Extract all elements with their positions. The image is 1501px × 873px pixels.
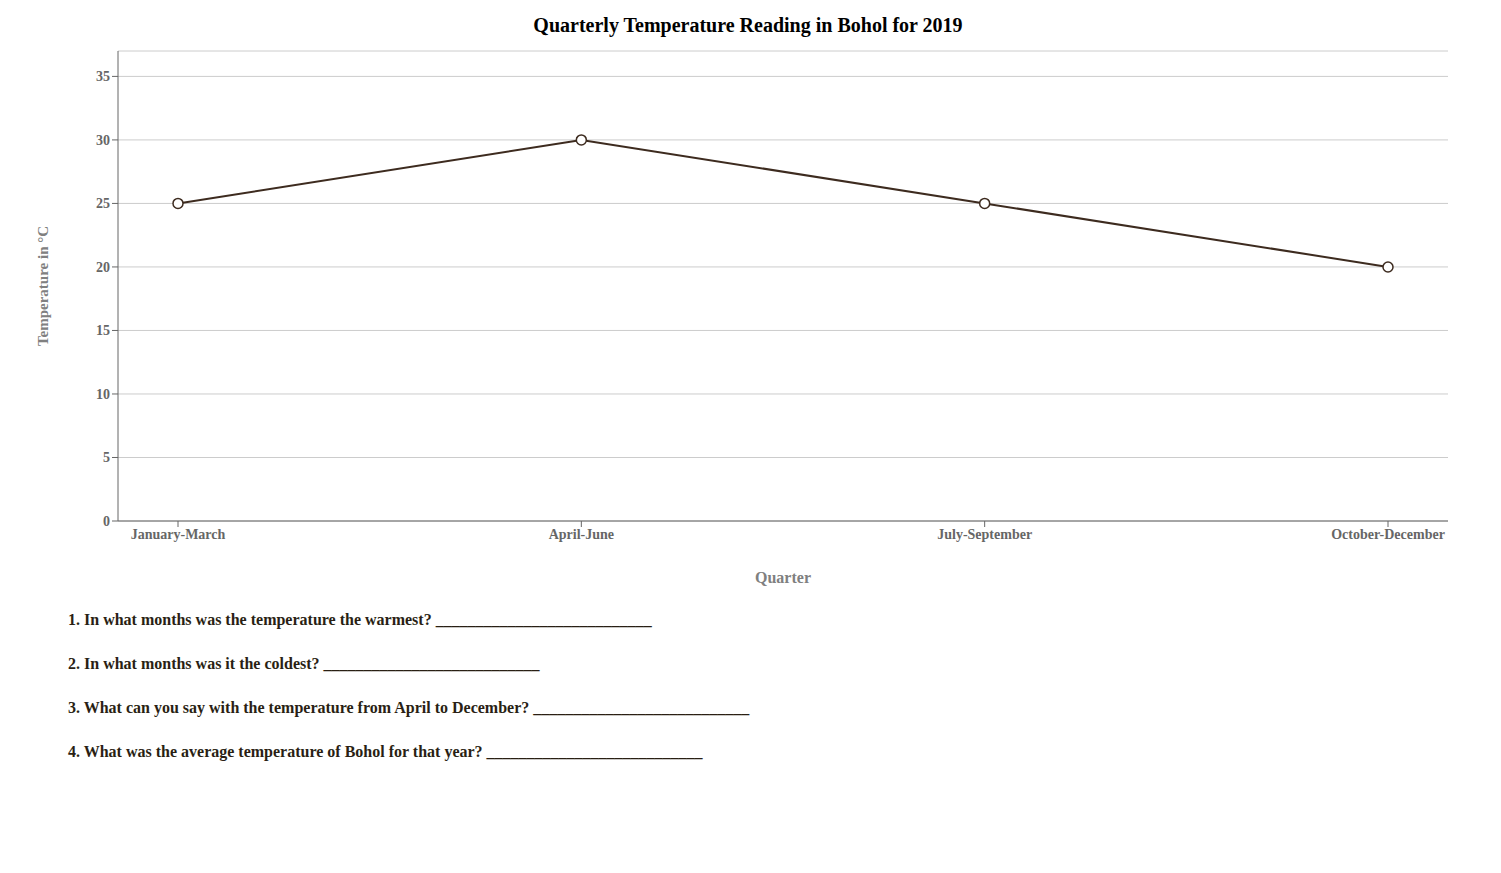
svg-text:October-December: October-December — [1331, 527, 1445, 542]
html-text:1. In what months was the temp: 1. In what months was the temperature th… — [68, 611, 652, 628]
svg-text:April-June: April-June — [549, 527, 614, 542]
svg-text:July-September: July-September — [937, 527, 1032, 542]
svg-text:35: 35 — [96, 69, 110, 84]
svg-text:January-March: January-March — [131, 527, 226, 542]
svg-text:20: 20 — [96, 260, 110, 275]
svg-text:Quarter: Quarter — [755, 569, 811, 586]
html-text:4. What was the average temper: 4. What was the average temperature of B… — [68, 743, 703, 760]
svg-text:5: 5 — [103, 450, 110, 465]
svg-text:15: 15 — [96, 323, 110, 338]
svg-text:25: 25 — [96, 196, 110, 211]
svg-text:0: 0 — [103, 514, 110, 529]
html-text:Quarterly Temperature Reading: Quarterly Temperature Reading in Bohol f… — [533, 14, 963, 36]
html-text:2. In what months was it the c: 2. In what months was it the coldest? __… — [68, 655, 540, 672]
svg-text:10: 10 — [96, 387, 110, 402]
html-text:3. What can you say with the t: 3. What can you say with the temperature… — [68, 699, 750, 716]
svg-text:30: 30 — [96, 133, 110, 148]
svg-text:Temperature in °C: Temperature in °C — [35, 226, 51, 346]
